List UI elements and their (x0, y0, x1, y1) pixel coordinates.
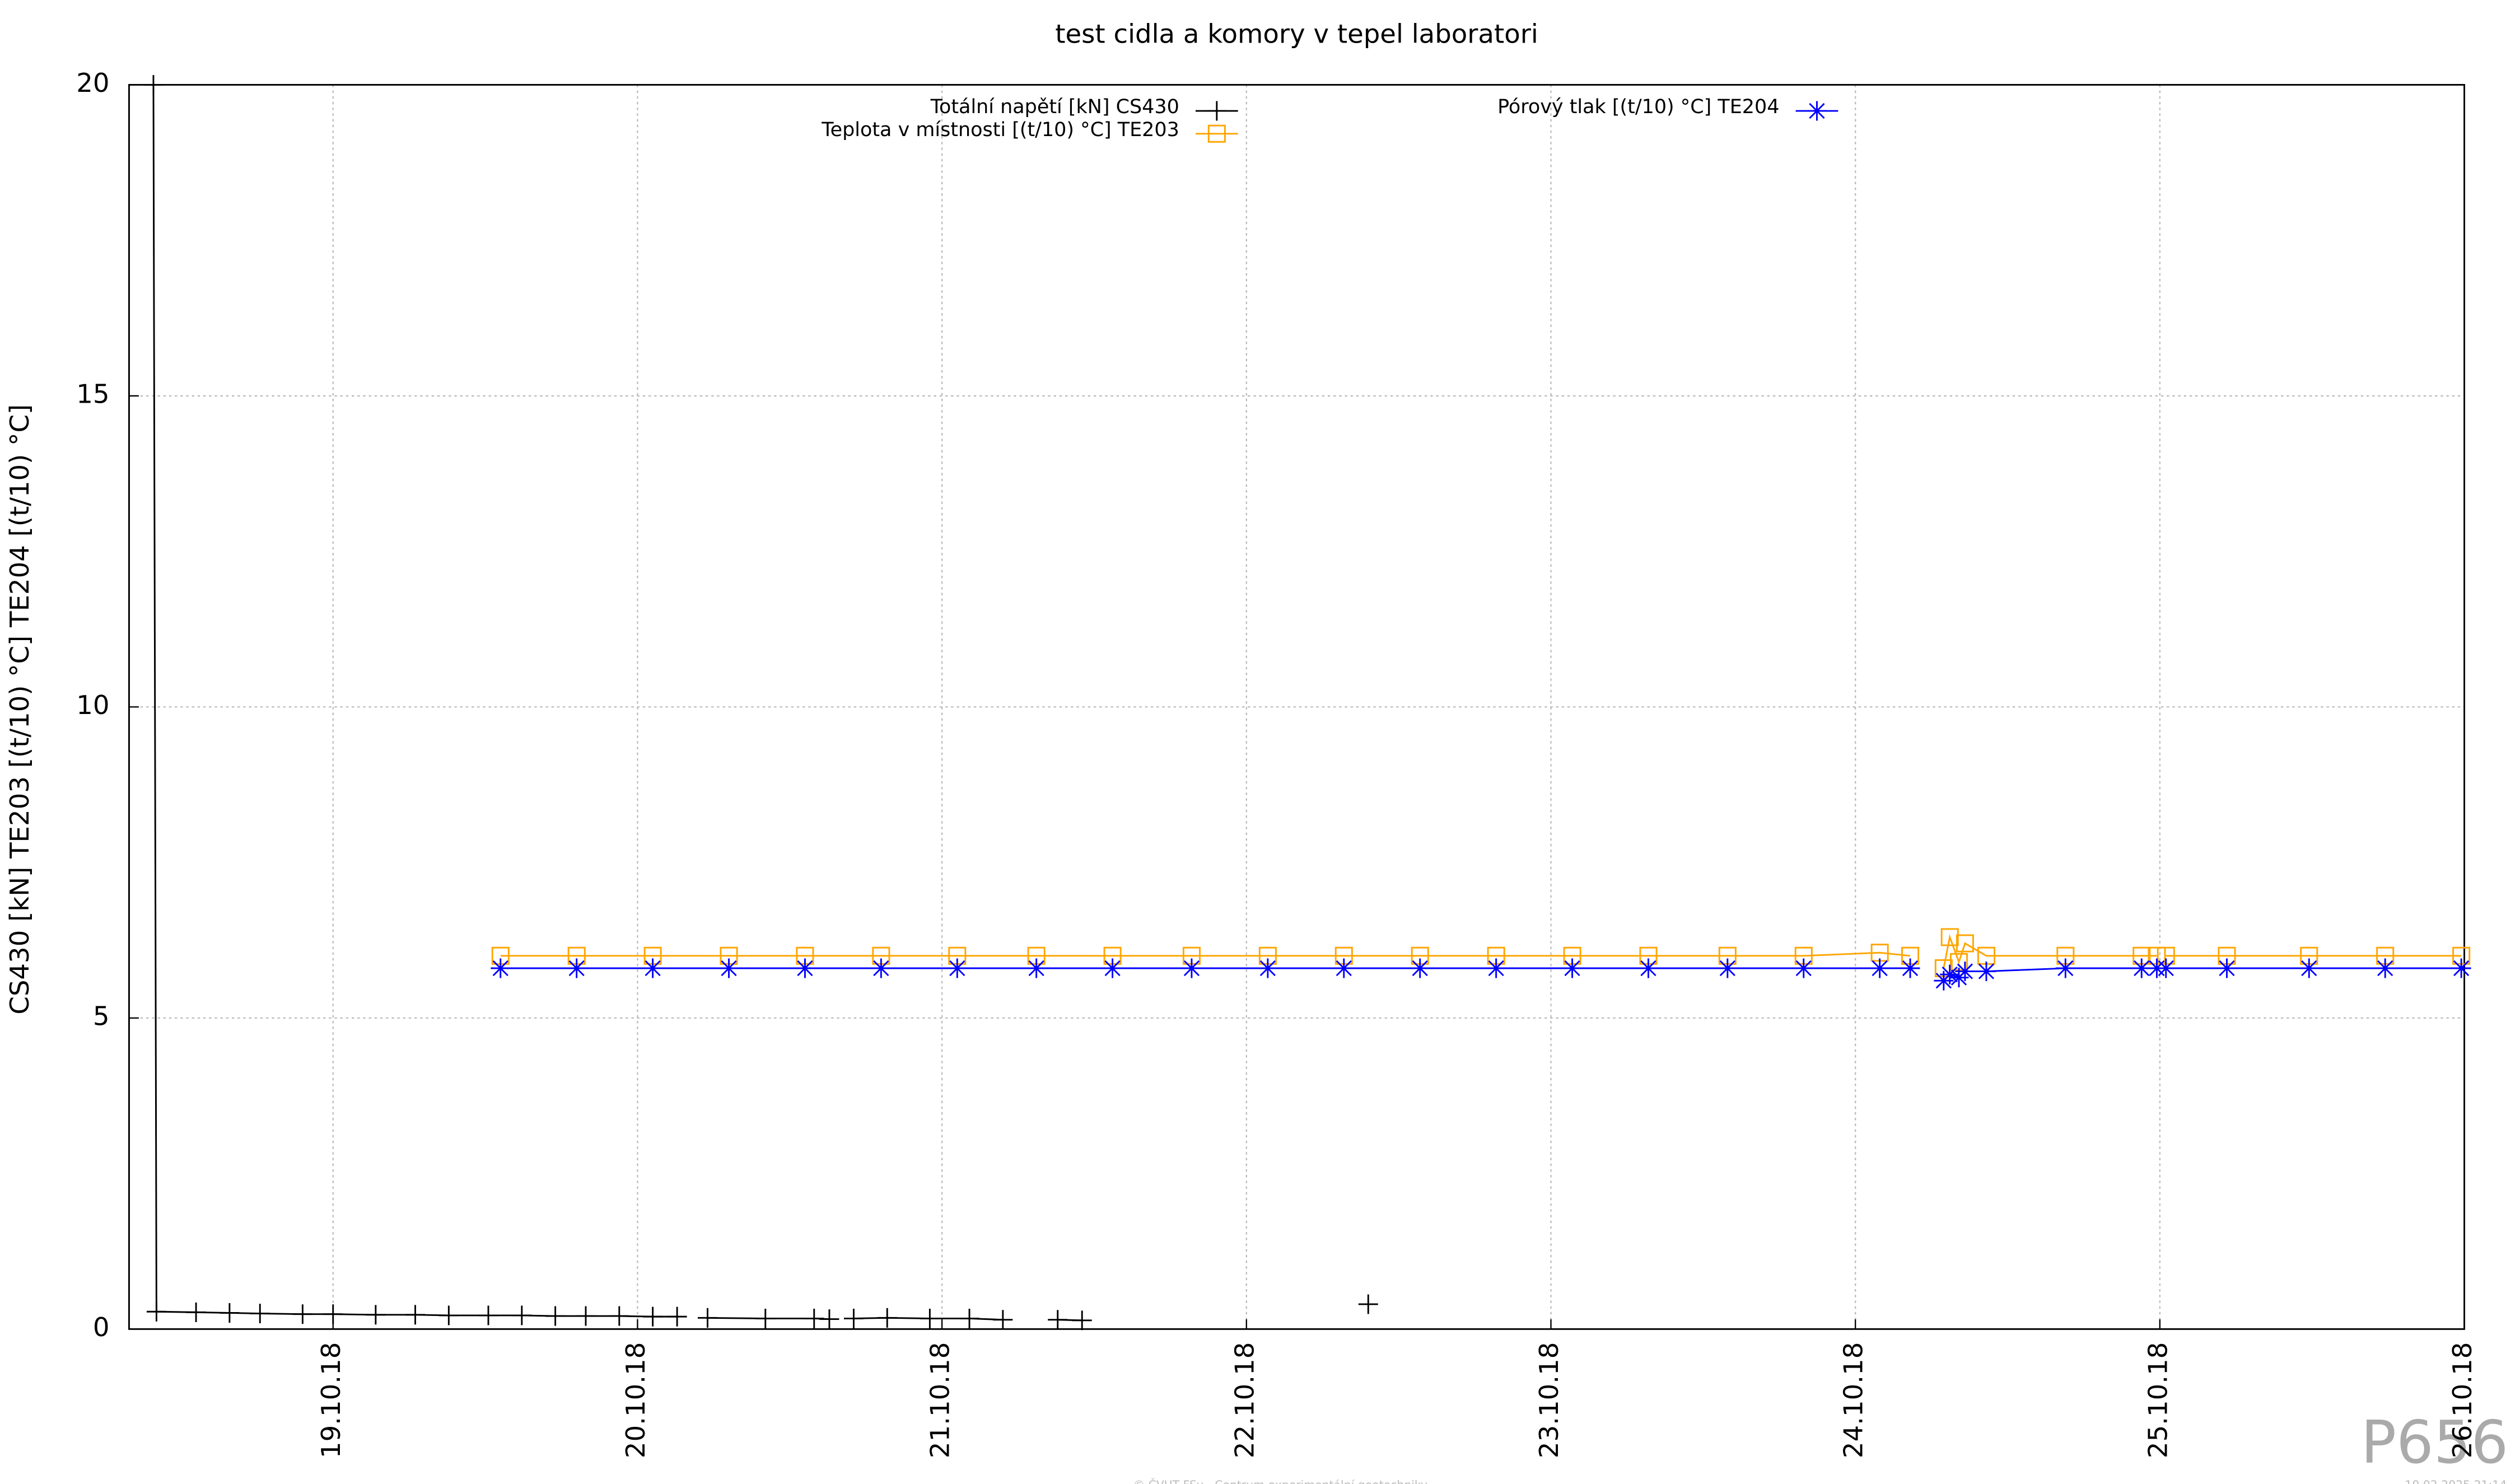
data-point (1940, 964, 1960, 984)
legend-marker (1807, 101, 1827, 121)
data-point (250, 1304, 270, 1324)
data-point (438, 1305, 459, 1326)
data-point (1258, 958, 1278, 978)
data-point (1048, 1310, 1068, 1330)
data-point (2156, 958, 2176, 978)
chart-title: test cidla a komory v tepel laboratori (1055, 19, 1538, 49)
x-tick-label: 23.10.18 (1534, 1342, 1564, 1458)
timestamp: 10.02.2025 21:14 (2405, 1478, 2507, 1484)
data-point (292, 1304, 312, 1324)
data-point (576, 1306, 596, 1326)
data-point (819, 1309, 839, 1329)
data-point (2375, 958, 2395, 978)
data-point (1956, 934, 1974, 953)
y-tick-label: 20 (76, 68, 109, 98)
data-point (2131, 958, 2152, 978)
data-point (1955, 962, 1975, 982)
legend-label: Teplota v místnosti [(t/10) °C] TE203 (821, 119, 1179, 141)
data-point (959, 1308, 979, 1328)
data-point (795, 958, 815, 978)
data-point (1976, 962, 1996, 982)
data-point (1182, 958, 1202, 978)
data-point (186, 1302, 206, 1322)
data-point (478, 1305, 498, 1326)
data-point (146, 1301, 166, 1322)
y-tick-label: 5 (93, 1001, 110, 1031)
watermark: P656 (2361, 1408, 2508, 1477)
data-point (1718, 958, 1738, 978)
data-point (871, 958, 891, 978)
legend-symbol (1207, 124, 1226, 143)
data-point (512, 1305, 532, 1326)
y-tick-label: 0 (93, 1312, 110, 1342)
legend-label: Totální napětí [kN] CS430 (930, 96, 1179, 118)
data-point (567, 958, 587, 978)
data-point (1026, 958, 1047, 978)
x-tick-label: 22.10.18 (1229, 1342, 1259, 1458)
data-point (643, 958, 663, 978)
x-tick-label: 20.10.18 (620, 1342, 651, 1458)
x-tick-label: 19.10.18 (316, 1342, 346, 1458)
data-point (698, 1308, 717, 1328)
data-point (1486, 958, 1506, 978)
data-point (220, 1303, 240, 1323)
data-point (1410, 958, 1430, 978)
data-point (1358, 1294, 1378, 1314)
data-point (843, 1308, 864, 1328)
data-point (491, 958, 511, 978)
data-point (1794, 958, 1814, 978)
data-point (2217, 958, 2237, 978)
series (143, 74, 1378, 1331)
x-tick-label: 24.10.18 (1838, 1342, 1869, 1458)
x-tick-label: 21.10.18 (925, 1342, 955, 1458)
data-point (1334, 958, 1354, 978)
data-point (143, 74, 164, 95)
series (491, 958, 2471, 991)
data-point (1940, 928, 1959, 946)
y-tick-label: 10 (76, 690, 109, 720)
data-point (1870, 958, 1890, 978)
legend-symbol (1207, 101, 1227, 121)
x-tick-label: 25.10.18 (2143, 1342, 2173, 1458)
y-tick-label: 15 (76, 379, 109, 409)
data-point (1103, 958, 1123, 978)
data-point (755, 1308, 776, 1328)
data-point (2055, 958, 2075, 978)
data-point (947, 958, 967, 978)
data-point (993, 1310, 1013, 1330)
data-point (366, 1305, 386, 1325)
legend-symbol (1807, 101, 1827, 121)
data-point (667, 1306, 687, 1327)
legend-marker (1207, 101, 1227, 121)
data-point (323, 1304, 343, 1324)
data-point (609, 1306, 629, 1326)
data-point (920, 1308, 940, 1328)
data-point (1900, 958, 1920, 978)
data-point (643, 1306, 663, 1327)
data-point (405, 1305, 426, 1325)
x-tick-label: 26.10.18 (2447, 1342, 2477, 1458)
data-point (545, 1306, 566, 1326)
plot-frame (128, 83, 2466, 1330)
series (491, 928, 2471, 978)
data-point (2299, 958, 2319, 978)
data-point (2451, 958, 2471, 978)
y-axis-label: CS430 [kN] TE203 [(t/10) °C] TE204 [(t/1… (4, 404, 35, 1015)
legend-marker (1207, 124, 1226, 143)
legend-label: Pórový tlak [(t/10) °C] TE204 (1497, 96, 1779, 118)
data-point (1639, 958, 1658, 978)
data-point (719, 958, 739, 978)
series-line (500, 934, 2462, 969)
data-point (1072, 1310, 1092, 1331)
data-point (877, 1308, 897, 1328)
footer: © ČVUT FSv - Centrum experimentální geot… (1133, 1478, 1427, 1484)
data-point (1562, 958, 1583, 978)
